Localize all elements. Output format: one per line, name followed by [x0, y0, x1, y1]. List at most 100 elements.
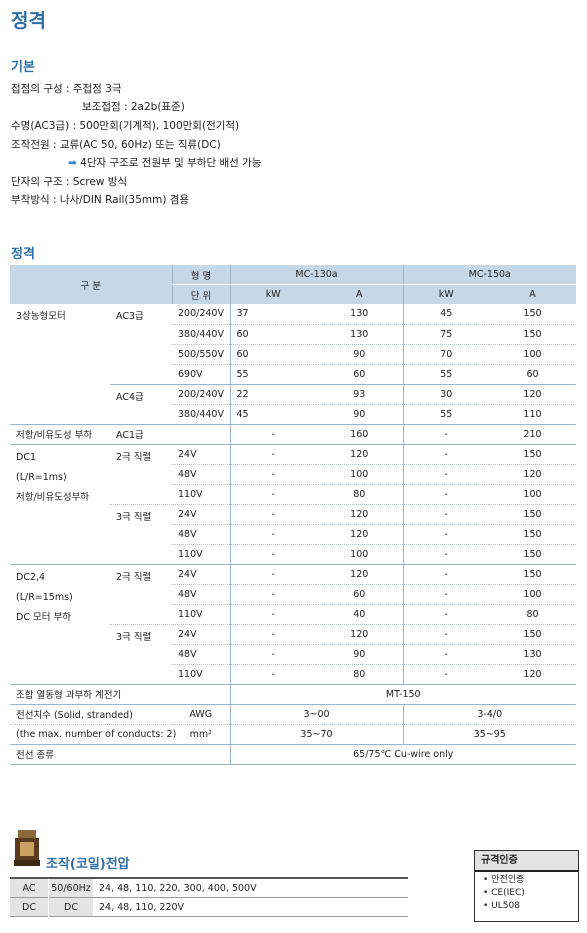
- basic-line-mount: 부착방식 : 나사/DIN Rail(35mm) 겸용: [11, 194, 190, 206]
- table-row: 저항/비유도성 부하 AC1급 - 160 - 210: [10, 424, 576, 445]
- wire-unit-mm: mm²: [172, 724, 230, 745]
- cell-voltage: 48V: [172, 524, 230, 545]
- cell-value: -: [402, 644, 489, 665]
- basic-line-terminal: 단자의 구조 : Screw 방식: [11, 176, 128, 188]
- motor-ac4: AC4급: [110, 384, 172, 425]
- cell-value: 120: [316, 504, 403, 525]
- motor-label: 3상농형모터: [10, 304, 110, 425]
- cell-value: 60: [229, 324, 316, 345]
- list-item: • 안전인증: [483, 875, 525, 885]
- cell-value: 150: [489, 444, 576, 465]
- page-title: 정격: [11, 10, 46, 32]
- cell-voltage: 24V: [172, 504, 230, 525]
- cell-value: 130: [316, 324, 403, 345]
- basic-line-aux: 보조접점 : 2a2b(표준): [82, 101, 185, 113]
- wire-value-150-mm: 35~95: [402, 724, 576, 745]
- coil-icon: [12, 828, 42, 868]
- list-item: • UL508: [483, 901, 520, 911]
- cell-value: 93: [316, 384, 403, 405]
- cell-value: 30: [402, 384, 489, 405]
- cell-voltage: 690V: [172, 364, 230, 385]
- header-a-150: A: [489, 284, 576, 304]
- table-row: 110V - 100 - 150: [10, 544, 576, 565]
- cell-value: 60: [489, 364, 576, 385]
- dc1-2pole: 2극 직렬: [110, 444, 172, 505]
- table-row: 48V - 120 - 150: [10, 524, 576, 545]
- cell-value: 45: [402, 304, 489, 325]
- coil-heading: 조작(코일)전압: [46, 857, 130, 872]
- cell-value: -: [229, 504, 316, 525]
- wire-value-130-mm: 35~70: [229, 724, 403, 745]
- cell-value: 40: [316, 604, 403, 625]
- cell-value: 150: [489, 564, 576, 585]
- cell-value: 55: [229, 364, 316, 385]
- list-item: • CE(IEC): [483, 888, 525, 898]
- motor-ac3: AC3급: [110, 304, 172, 385]
- cell-value: -: [229, 564, 316, 585]
- cell-value: 150: [489, 524, 576, 545]
- cell-value: -: [229, 444, 316, 465]
- ac1-class: AC1급: [110, 424, 172, 445]
- dc1-3pole: 3극 직렬: [110, 504, 172, 565]
- wiretype-label: 전선 종류: [10, 744, 230, 765]
- relay-label: 조합 열동형 과부하 계전기: [10, 684, 230, 705]
- cell-value: 90: [316, 404, 403, 425]
- cell-value: 160: [316, 424, 403, 445]
- table-row: 조합 열동형 과부하 계전기 MT-150: [10, 684, 576, 705]
- cell-value: -: [402, 504, 489, 525]
- basic-line-power: 조작전원 : 교류(AC 50, 60Hz) 또는 직류(DC): [11, 139, 221, 151]
- dc1-label-1: DC1: [16, 451, 36, 463]
- dc24-label-1: DC2,4: [16, 571, 46, 583]
- coil-table: AC 50/60Hz 24, 48, 110, 220, 300, 400, 5…: [10, 877, 408, 917]
- cell-value: -: [402, 484, 489, 505]
- dc1-label-3: 저항/비유도성부하: [16, 491, 90, 503]
- basic-line-4terminal-text: 4단자 구조로 전원부 및 부하단 배선 가능: [80, 157, 262, 169]
- basic-heading: 기본: [11, 60, 35, 75]
- cell-value: 120: [489, 384, 576, 405]
- wire-value-150-awg: 3-4/0: [402, 704, 576, 725]
- cell-voltage: 48V: [172, 584, 230, 605]
- cell-voltage: 380/440V: [172, 324, 230, 345]
- coil-freq: DC: [48, 897, 93, 917]
- cell-value: 100: [489, 584, 576, 605]
- table-row: 48V - 60 - 100: [10, 584, 576, 605]
- cell-value: 100: [316, 544, 403, 565]
- header-model: 형 명: [171, 265, 230, 285]
- header-kw-130: kW: [229, 284, 316, 304]
- table-row: 48V - 90 - 130: [10, 644, 576, 665]
- basic-line-contacts: 접점의 구성 : 주접점 3극: [11, 83, 122, 95]
- table-row: (the max. number of conducts: 2) mm² 35~…: [10, 724, 576, 745]
- cell-voltage: [172, 424, 230, 445]
- cell-value: 80: [489, 604, 576, 625]
- cell-value: 100: [316, 464, 403, 485]
- header-mc150: MC-150a: [402, 265, 576, 285]
- cell-value: 22: [229, 384, 316, 405]
- cell-voltage: 48V: [172, 644, 230, 665]
- wire-unit-awg: AWG: [172, 704, 230, 725]
- rating-header-row-1: 구 분 형 명 MC-130a MC-150a: [10, 265, 576, 304]
- table-row: 380/440V 60 130 75 150: [10, 324, 576, 345]
- header-kw-150: kW: [402, 284, 489, 304]
- cell-value: -: [402, 664, 489, 685]
- table-row: 3상농형모터 AC3급 200/240V 37 130 45 150: [10, 304, 576, 425]
- dc1-label-2: (L/R=1ms): [16, 471, 67, 483]
- coil-type: AC: [10, 878, 49, 898]
- cell-value: -: [402, 464, 489, 485]
- cell-value: 100: [489, 484, 576, 505]
- table-row: 48V - 100 - 120: [10, 464, 576, 485]
- cell-value: -: [229, 624, 316, 645]
- cell-value: -: [402, 444, 489, 465]
- header-gubun: 구 분: [10, 265, 172, 304]
- wire-value-130-awg: 3~00: [229, 704, 403, 725]
- cell-value: -: [402, 624, 489, 645]
- coil-voltages: 24, 48, 110, 220, 300, 400, 500V: [99, 882, 257, 894]
- cell-value: 55: [402, 364, 489, 385]
- cell-value: 70: [402, 344, 489, 365]
- dc24-2pole: 2극 직렬: [110, 564, 172, 625]
- cell-voltage: 24V: [172, 564, 230, 585]
- cell-value: 60: [316, 364, 403, 385]
- cell-value: -: [229, 584, 316, 605]
- header-a-130: A: [316, 284, 403, 304]
- table-row: AC 50/60Hz 24, 48, 110, 220, 300, 400, 5…: [10, 878, 408, 898]
- table-row: 690V 55 60 55 60: [10, 364, 576, 385]
